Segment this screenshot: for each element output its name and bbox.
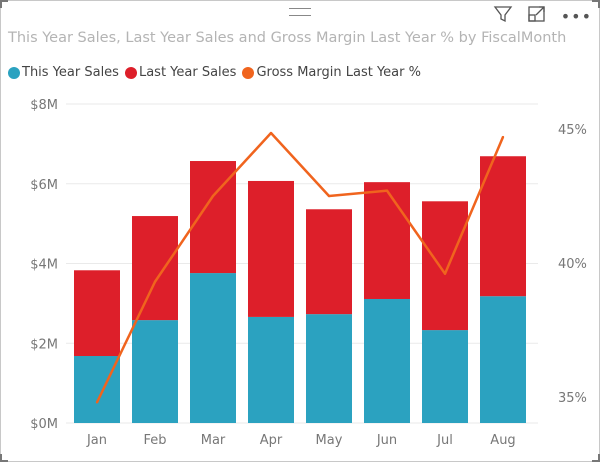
y-left-tick-label: $0M (30, 417, 58, 432)
legend-item-this-year-sales[interactable]: This Year Sales (8, 65, 119, 80)
line-point (443, 272, 447, 275)
line-point (211, 194, 215, 198)
bar-this-year-sales (422, 330, 468, 423)
bar-this-year-sales (306, 314, 352, 423)
x-tick-label: Apr (260, 433, 283, 448)
y-right-tick-label: 40% (558, 257, 587, 272)
bar-last-year-sales (306, 209, 352, 315)
x-tick-label: Feb (143, 433, 166, 448)
bar-last-year-sales (248, 180, 294, 317)
line-point (269, 131, 273, 135)
drag-handle-icon[interactable] (289, 8, 311, 16)
line-point (385, 189, 389, 192)
bar-last-year-sales (74, 270, 120, 357)
resize-handle-top-left[interactable] (0, 0, 8, 8)
bar-this-year-sales (132, 320, 178, 423)
legend-item-gross-margin[interactable]: Gross Margin Last Year % (242, 65, 421, 80)
line-point (327, 194, 331, 198)
resize-handle-bottom-left[interactable] (0, 454, 8, 462)
more-options-icon[interactable]: ••• (560, 6, 592, 26)
bar-this-year-sales (248, 316, 294, 423)
line-point (153, 280, 157, 283)
legend-dot (8, 66, 20, 79)
chart-title: This Year Sales, Last Year Sales and Gro… (8, 30, 567, 46)
bar-this-year-sales (480, 296, 526, 423)
y-left-tick-label: $6M (30, 178, 58, 193)
line-gross-margin-last-year (95, 131, 505, 403)
legend-label: Last Year Sales (138, 65, 237, 80)
x-tick-label: Jun (376, 433, 397, 448)
filter-icon[interactable] (493, 4, 513, 28)
bar-this-year-sales (190, 273, 236, 423)
bar-this-year-sales (74, 356, 120, 423)
y-right-tick-label: 35% (558, 391, 587, 406)
bar-last-year-sales (422, 201, 468, 331)
legend: This Year Sales Last Year Sales Gross Ma… (8, 65, 421, 80)
y-right-tick-label: 45% (558, 123, 587, 138)
legend-label: This Year Sales (22, 65, 119, 80)
resize-handle-bottom-right[interactable] (592, 454, 600, 462)
y-left-tick-label: $4M (30, 258, 58, 273)
x-tick-label: Aug (490, 433, 515, 448)
y-left-tick-label: $8M (30, 98, 58, 113)
y-left-tick-label: $2M (30, 337, 58, 352)
legend-dot (124, 66, 137, 79)
x-tick-label: Mar (201, 433, 226, 448)
bar-last-year-sales (132, 216, 178, 321)
bar-last-year-sales (364, 182, 410, 299)
x-tick-label: Jan (86, 433, 107, 448)
x-tick-label: Jul (436, 433, 453, 448)
legend-item-last-year-sales[interactable]: Last Year Sales (124, 65, 237, 80)
resize-handle-top-right[interactable] (592, 0, 600, 8)
bar-last-year-sales (480, 156, 526, 297)
focus-mode-icon[interactable] (527, 4, 547, 28)
legend-label: Gross Margin Last Year % (256, 65, 421, 80)
bar-this-year-sales (364, 298, 410, 423)
line-point (95, 401, 99, 404)
line-point (501, 135, 505, 139)
x-tick-label: May (316, 433, 343, 448)
legend-dot (242, 66, 255, 79)
